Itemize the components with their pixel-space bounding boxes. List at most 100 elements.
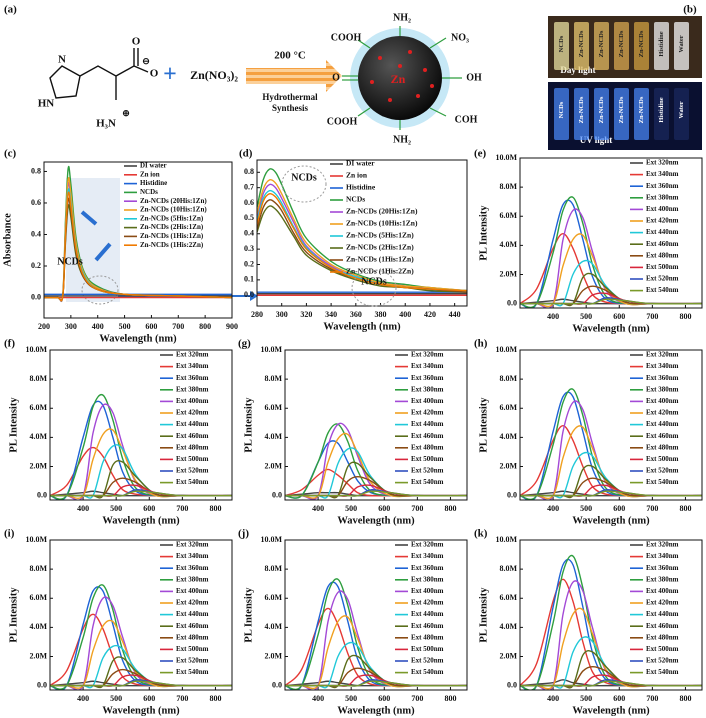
y-tick-label: 10.0M (495, 345, 517, 354)
y-tick-label: 2.0M (264, 461, 282, 470)
y-tick-label: 0.0 (272, 490, 282, 499)
plot-frame (256, 159, 468, 307)
x-tick-label: 700 (411, 504, 423, 513)
y-tick-label: 10.0M (495, 535, 517, 544)
x-axis-label: Wavelength (nm) (323, 321, 401, 332)
legend-label: Ext 540nm (411, 668, 444, 676)
x-axis-label: Wavelength (nm) (572, 323, 650, 334)
series-line (285, 615, 467, 690)
legend-label: Ext 440nm (176, 420, 209, 428)
series-line (257, 179, 467, 292)
panel-label: (b) (683, 4, 697, 16)
group: NH₂ (393, 12, 411, 23)
legend-label: Ext 360nm (411, 564, 444, 572)
plus: + (163, 62, 177, 88)
legend-label: Ext 340nm (411, 552, 444, 560)
vial (614, 88, 629, 140)
vial-label: Water (678, 35, 685, 52)
legend-label: Ext 500nm (646, 263, 679, 271)
zn-dots (370, 50, 434, 102)
arrows (80, 210, 112, 262)
x-tick-label: 500 (580, 312, 592, 321)
legend-label: Zn ion (140, 170, 160, 178)
series-line (257, 192, 467, 292)
atom: HN (38, 98, 55, 110)
link-arrow-head (250, 291, 258, 301)
series-line (520, 490, 702, 497)
legend-label: NCDs (140, 188, 158, 196)
legend-label: Zn-NCDs (20His:1Zn) (346, 207, 418, 216)
x-tick-label: 700 (172, 322, 184, 331)
legend-label: Ext 320nm (646, 541, 679, 549)
panel-label: (i) (4, 528, 15, 540)
x-tick-label: 280 (251, 310, 263, 319)
legend-label: Ext 420nm (646, 217, 679, 225)
vial (654, 22, 669, 70)
legend-label: Zn-NCDs (1His:1Zn) (346, 255, 414, 264)
legend-label: Zn ion (346, 171, 368, 180)
y-axis-label: PL Intensity (243, 397, 254, 453)
y-tick-label: 8.0M (264, 374, 282, 383)
legend-label: Ext 320nm (646, 159, 679, 167)
annotation: NCDs (291, 172, 317, 183)
panel-label: (c) (4, 148, 17, 160)
legend-label: Ext 360nm (176, 374, 209, 382)
legend-label: Ext 460nm (176, 622, 209, 630)
y-axis-label: PL Intensity (243, 587, 254, 643)
x-tick-label: 400 (547, 694, 559, 703)
x-tick-label: 340 (325, 310, 337, 319)
series-line (520, 298, 702, 305)
vial-label: Zn-NCDs (578, 30, 585, 57)
vial (554, 22, 569, 70)
vial-label: Zn-NCDs (618, 30, 625, 57)
core-label: Zn (391, 72, 406, 86)
x-axis-label: Wavelength (nm) (99, 333, 177, 344)
panel-label: (g) (238, 338, 251, 350)
legend-label: Ext 540nm (411, 478, 444, 486)
series-line (520, 680, 702, 687)
x-tick-label: 700 (176, 694, 188, 703)
panel-label: (d) (239, 148, 253, 160)
legend-label: Zn-NCDs (1His:1Zn) (140, 232, 204, 240)
legend-label: Ext 380nm (646, 193, 679, 201)
legend-label: Zn-NCDs (2His:1Zn) (346, 243, 414, 252)
legend-label: Ext 480nm (176, 633, 209, 641)
charge: ⊕ (122, 108, 130, 118)
y-tick-label: 0.0 (31, 292, 41, 301)
vial-label: Histidine (658, 31, 665, 56)
x-tick-label: 900 (226, 322, 238, 331)
x-tick-label: 800 (444, 504, 456, 513)
annotation-ring (351, 269, 397, 307)
vial (594, 22, 609, 70)
x-tick-label: 300 (276, 310, 288, 319)
y-tick-label: 0.8 (31, 166, 41, 175)
series-line (285, 680, 467, 687)
x-tick-label: 700 (646, 694, 658, 703)
legend-label: Zn-NCDs (20His:1Zn) (140, 197, 207, 205)
series-line (520, 233, 702, 308)
legend-label: Ext 420nm (176, 599, 209, 607)
y-tick-label: 8.0M (499, 564, 517, 573)
legend-label: Ext 320nm (646, 351, 679, 359)
vial (634, 22, 649, 70)
y-axis-label: PL Intensity (478, 397, 489, 453)
legend-label: Ext 400nm (176, 587, 209, 595)
y-tick-label: 6.0M (499, 211, 517, 220)
group: COOH (327, 116, 358, 127)
legend-label: Ext 440nm (646, 228, 679, 236)
legend-label: Ext 480nm (411, 443, 444, 451)
y-tick-label: 4.0M (29, 622, 47, 631)
y-tick-label: 0.0 (37, 680, 47, 689)
legend-label: Ext 400nm (646, 205, 679, 213)
legend-label: Ext 460nm (646, 240, 679, 248)
y-tick-label: 4.0M (499, 622, 517, 631)
panel-label: (f) (4, 338, 15, 350)
legend-label: Ext 460nm (646, 432, 679, 440)
series-line (257, 168, 467, 292)
legend-label: Ext 420nm (176, 409, 209, 417)
x-axis-label: Wavelength (nm) (572, 515, 650, 526)
vial-label: Zn-NCDs (638, 96, 645, 123)
legend-label: Ext 440nm (176, 610, 209, 618)
legend-label: DI water (346, 159, 375, 168)
legend-label: Ext 500nm (411, 645, 444, 653)
